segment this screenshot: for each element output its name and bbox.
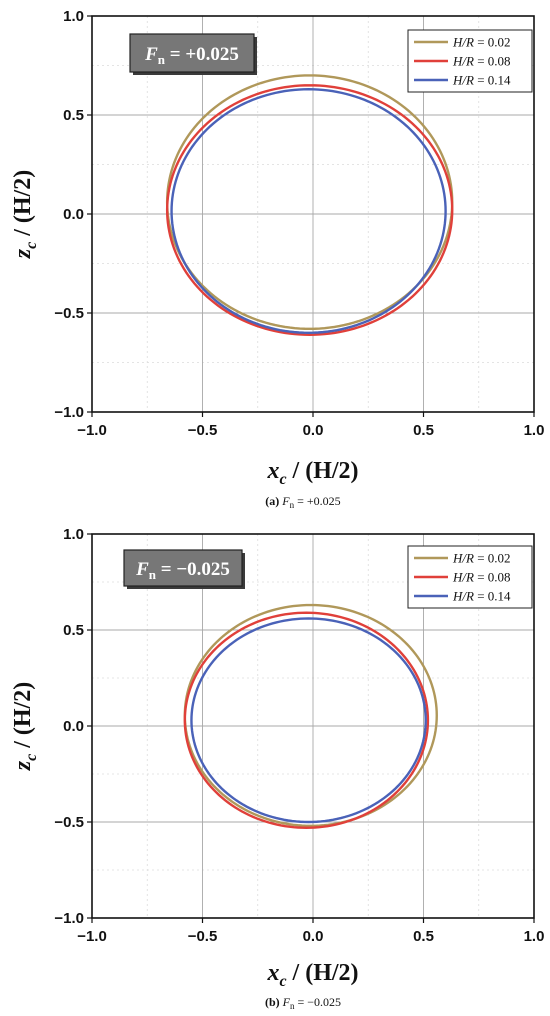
- chart-a-y-tick-label: −0.5: [54, 305, 84, 322]
- chart-b-y-axis-title: zc / (H/2): [10, 682, 40, 771]
- chart-b-caption-subscript: n: [290, 1001, 295, 1011]
- chart-b-fn-annotation-symbol: F: [135, 559, 149, 580]
- chart-a-series-1-line: [165, 74, 454, 331]
- chart-b-legend-label-2-value: = 0.08: [474, 570, 511, 585]
- chart-b-fn-annotation-subscript: n: [149, 567, 157, 582]
- chart-b-legend-label-1-value: = 0.02: [474, 551, 511, 566]
- chart-a-x-axis-title-rest: / (H/2): [287, 458, 359, 484]
- chart-b-y-axis-title-symbol: z: [10, 760, 36, 771]
- chart-b-fn-annotation-text: Fn = −0.025: [135, 559, 230, 582]
- chart-a-x-axis-title: xc / (H/2): [266, 458, 358, 488]
- chart-a-legend-label-1: H/R = 0.02: [452, 35, 511, 50]
- chart-a-legend-label-2-value: = 0.08: [474, 54, 511, 69]
- chart-a-legend-label-2-var: H/R: [452, 54, 474, 69]
- chart-a-fn-annotation-box: [129, 33, 255, 73]
- chart-a-y-tick-label: −1.0: [54, 404, 84, 421]
- chart-panel-a: −1.0 −0.5 0.0 0.5 1.0 −1.0 −0.5 0.0 0.5 1.0 xc / (…: [10, 8, 545, 510]
- chart-a-caption: (a) Fn = +0.025: [265, 494, 340, 510]
- chart-b-y-tick-label: 0.5: [63, 622, 84, 639]
- chart-a-x-tick-label: −0.5: [188, 422, 218, 439]
- chart-b-x-tick-label: −0.5: [188, 928, 218, 945]
- chart-b-legend-label-2: H/R = 0.08: [452, 570, 511, 585]
- chart-a-x-tick-label: 0.0: [303, 422, 324, 439]
- chart-b-x-axis-title: xc / (H/2): [266, 960, 358, 990]
- chart-a-legend-label-1-value: = 0.02: [474, 35, 511, 50]
- chart-b-x-tick-label: 0.5: [413, 928, 434, 945]
- chart-a-caption-label: (a): [265, 494, 282, 508]
- chart-a-x-axis-title-subscript: c: [279, 471, 286, 488]
- chart-a-y-tick-label: 1.0: [63, 8, 84, 25]
- chart-a-fn-annotation: Fn = +0.025: [129, 33, 257, 75]
- chart-b-legend-label-1-var: H/R: [452, 551, 474, 566]
- chart-a-fn-annotation-text: Fn = +0.025: [144, 44, 239, 67]
- chart-b-fn-annotation: Fn = −0.025: [123, 549, 245, 589]
- chart-b-y-tick-label: 1.0: [63, 526, 84, 543]
- chart-a-legend-label-1-var: H/R: [452, 35, 474, 50]
- chart-b-series-1-line: [183, 603, 438, 828]
- chart-b-y-tick-label: −1.0: [54, 910, 84, 927]
- chart-a-svg: −1.0 −0.5 0.0 0.5 1.0−1.0−0.50.00.51.0xc / (…: [10, 8, 545, 510]
- chart-b-x-axis-title-symbol: x: [266, 960, 279, 986]
- chart-b-series-3-line: [190, 617, 427, 824]
- chart-a-y-tick-label: 0.0: [63, 206, 84, 223]
- chart-a-caption-value: = +0.025: [294, 494, 341, 508]
- chart-b-caption: (b) Fn = −0.025: [265, 995, 341, 1011]
- chart-b-y-tick-label: 0.0: [63, 718, 84, 735]
- chart-a-legend: H/R = 0.02H/R = 0.08H/R = 0.14: [407, 29, 533, 93]
- chart-b-x-tick-label: 1.0: [524, 928, 545, 945]
- chart-b-caption-value: = −0.025: [294, 995, 341, 1009]
- chart-a-fn-annotation-value: = +0.025: [165, 44, 239, 65]
- chart-a-legend-label-3: H/R = 0.14: [452, 73, 511, 88]
- chart-b-x-axis-title-rest: / (H/2): [287, 960, 359, 986]
- chart-a-x-tick-label: 1.0: [524, 422, 545, 439]
- chart-b-y-axis-title-subscript: c: [23, 754, 40, 761]
- chart-a-y-axis-title-subscript: c: [23, 242, 40, 249]
- chart-b-x-axis-title-subscript: c: [279, 973, 286, 990]
- chart-a-y-axis-title-rest: / (H/2): [10, 170, 36, 242]
- chart-b-caption-label: (b): [265, 995, 283, 1009]
- chart-b-fn-annotation-box: [123, 549, 243, 587]
- chart-b-legend-label-3-var: H/R: [452, 589, 474, 604]
- chart-a-y-axis-title-symbol: z: [10, 248, 36, 259]
- chart-a-x-axis-title-symbol: x: [266, 458, 279, 484]
- chart-b-fn-annotation-value: = −0.025: [156, 559, 230, 580]
- chart-b-x-tick-label: 0.0: [303, 928, 324, 945]
- chart-a-x-tick-label: −1.0: [77, 422, 107, 439]
- chart-a-legend-label-3-value: = 0.14: [474, 73, 511, 88]
- chart-a-y-tick-label: 0.5: [63, 107, 84, 124]
- chart-b-y-axis-title-rest: / (H/2): [10, 682, 36, 754]
- chart-b-caption-symbol: F: [282, 995, 291, 1009]
- chart-a-series-3-line: [170, 88, 447, 335]
- chart-b-y-tick-label: −0.5: [54, 814, 84, 831]
- chart-b-legend-label-3: H/R = 0.14: [452, 589, 511, 604]
- chart-a-series-2-line: [165, 84, 454, 336]
- chart-b-x-tick-label: −1.0: [77, 928, 107, 945]
- chart-b-legend-label-2-var: H/R: [452, 570, 474, 585]
- chart-a-caption-subscript: n: [290, 500, 295, 510]
- chart-a-legend-label-3-var: H/R: [452, 73, 474, 88]
- chart-a-legend-label-2: H/R = 0.08: [452, 54, 511, 69]
- chart-b-legend: H/R = 0.02H/R = 0.08H/R = 0.14: [407, 545, 533, 609]
- chart-a-fn-annotation-symbol: F: [144, 44, 158, 65]
- chart-b-svg: −1.0 −0.5 0.0 0.5 1.0−1.0−0.50.00.51.0xc / (…: [10, 526, 545, 1011]
- chart-b-legend-label-1: H/R = 0.02: [452, 551, 511, 566]
- chart-a-fn-annotation-subscript: n: [158, 52, 166, 67]
- chart-b-legend-label-3-value: = 0.14: [474, 589, 511, 604]
- chart-a-caption-symbol: F: [281, 494, 290, 508]
- chart-b-series-2-line: [183, 611, 430, 829]
- chart-panel-b: −1.0 −0.5 0.0 0.5 1.0 −1.0 −0.5 0.0 0.5 1.0 xc / (…: [0, 516, 550, 1016]
- chart-a-y-axis-title: zc / (H/2): [10, 170, 40, 259]
- chart-a-x-tick-label: 0.5: [413, 422, 434, 439]
